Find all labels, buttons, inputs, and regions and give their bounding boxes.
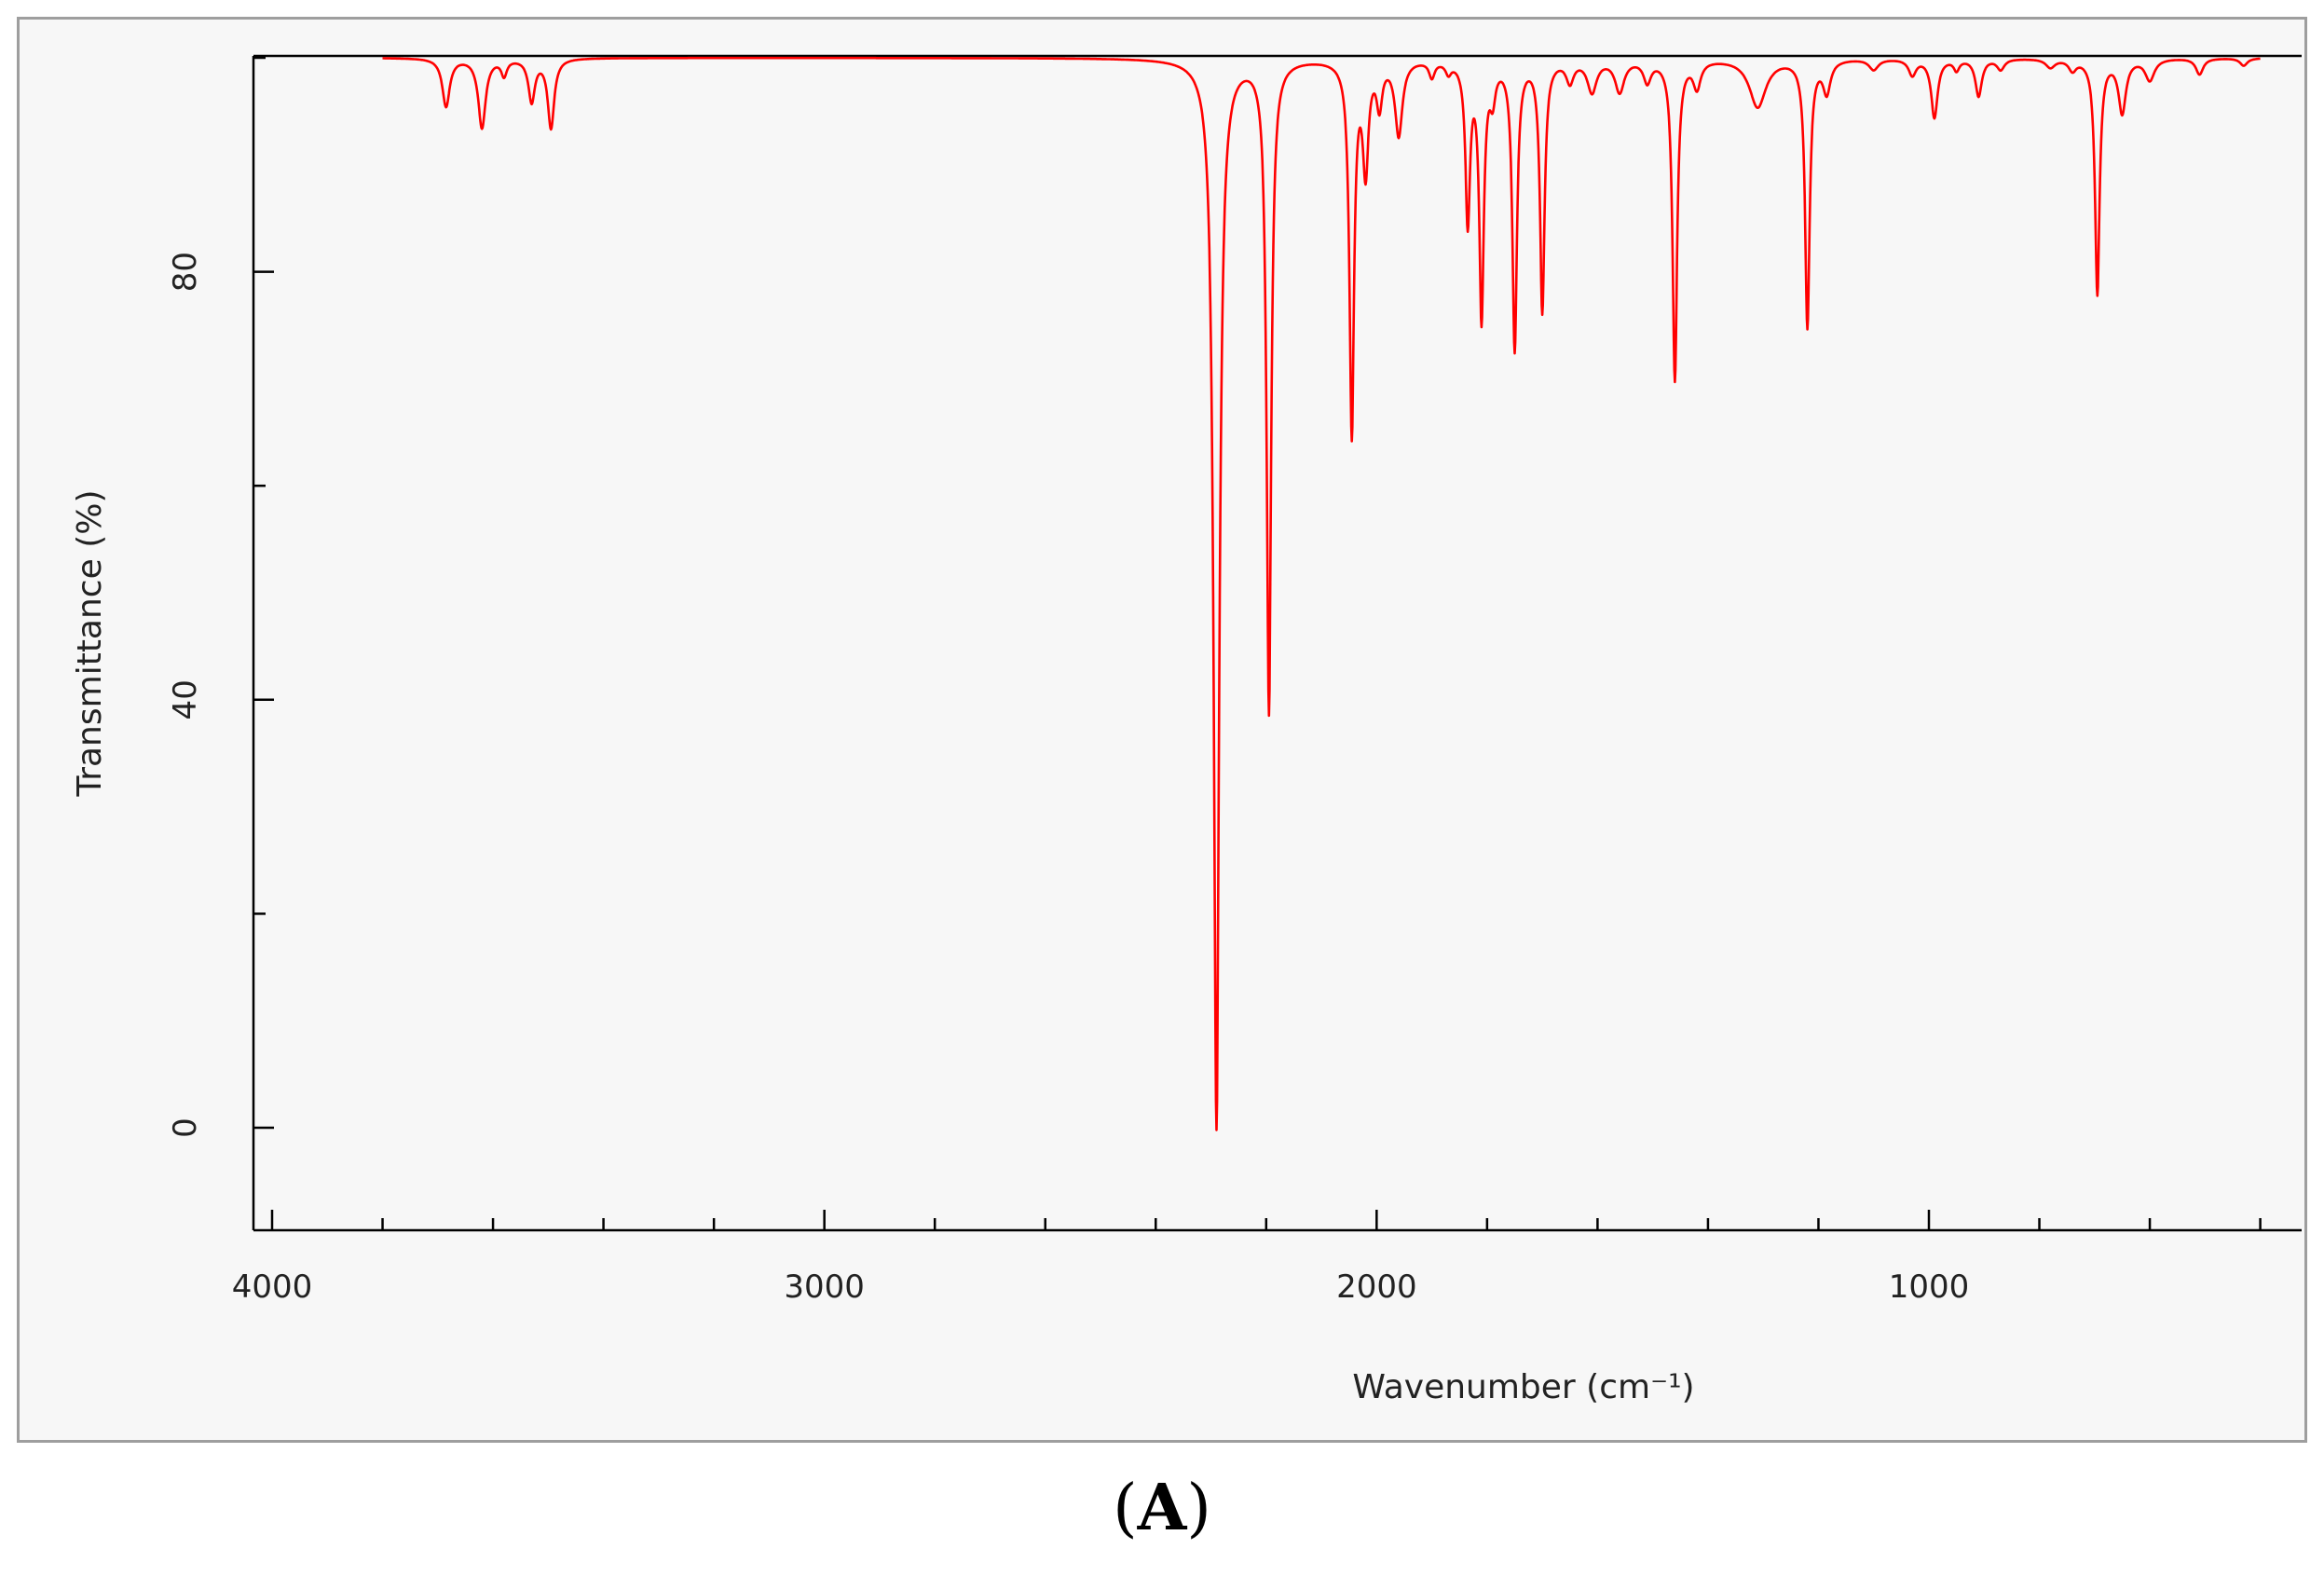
axes [252,54,2302,1232]
y-tick-label: 0 [167,1117,204,1138]
panel-label-letter: A [1137,1471,1187,1545]
ticks [253,56,2262,1230]
x-tick-label: 4000 [232,1268,313,1306]
spectrum-series-line [381,56,2262,1131]
panel-label: (A) [0,1471,2324,1545]
y-axis-label: Transmittance (%) [71,490,109,798]
chart-panel [17,17,2307,1443]
y-tick-label: 80 [167,252,204,292]
x-tick-label: 3000 [784,1268,865,1306]
panel-label-open: ( [1113,1472,1138,1545]
tick-labels: 4000 3000 2000 1000 0 40 80 [167,252,1969,1306]
x-tick-label: 2000 [1336,1268,1417,1306]
panel-label-close: ) [1186,1472,1211,1545]
x-axis-label: Wavenumber (cm⁻¹) [1352,1368,1694,1406]
x-tick-label: 1000 [1889,1268,1970,1306]
y-tick-label: 40 [167,679,204,720]
